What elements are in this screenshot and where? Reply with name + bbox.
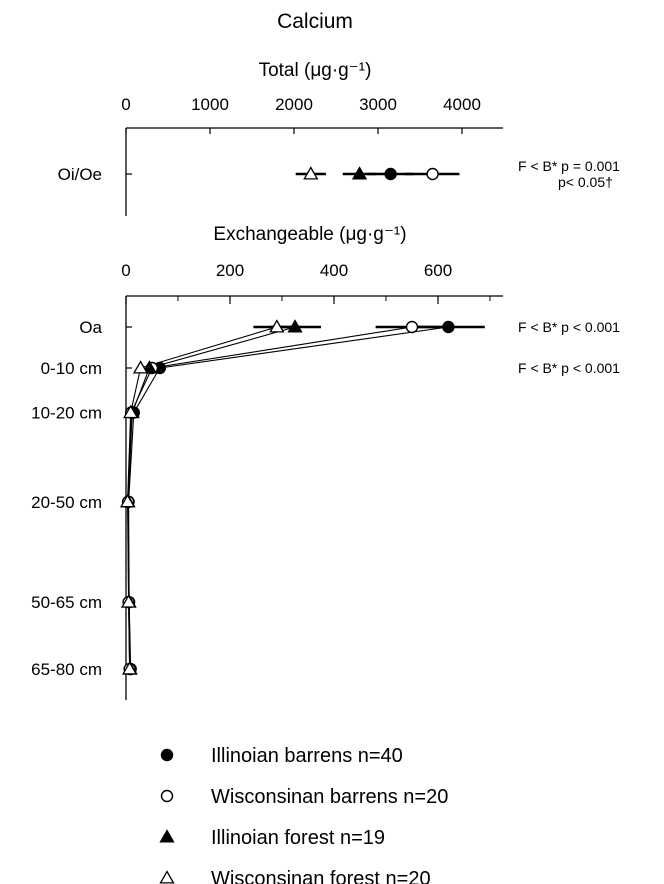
top-x-tick-label: 4000: [443, 95, 481, 114]
chart-title: Calcium: [277, 10, 353, 33]
legend-marker-illinoian-barrens: [160, 748, 174, 762]
bottom-x-tick-label: 200: [216, 261, 244, 280]
legend: Illinoian barrens n=40 Wisconsinan barren…: [159, 745, 448, 884]
top-point-illinoian-forest: [351, 166, 368, 180]
top-point-wisconsinan-barrens: [426, 167, 439, 181]
bottom-annotation: F < B* p < 0.001: [518, 360, 620, 376]
bottom-point-wisconsinan-forest: [269, 319, 285, 333]
bottom-y-tick-label: 20-50 cm: [31, 493, 102, 512]
bottom-point-wisconsinan-barrens: [405, 320, 419, 334]
legend-label: Wisconsinan barrens n=20: [211, 786, 448, 808]
legend-label: Illinoian forest n=19: [211, 827, 385, 849]
legend-marker-wisconsinan-forest: [159, 870, 175, 884]
top-point-illinoian-barrens: [384, 167, 397, 181]
legend-marker-illinoian-forest: [159, 829, 175, 843]
bottom-y-tick-label: Oa: [79, 318, 102, 337]
top-x-tick-label: 2000: [275, 95, 313, 114]
bottom-point-illinoian-forest: [287, 319, 303, 333]
bottom-point-wisconsinan-forest: [122, 661, 138, 675]
top-x-tick-label: 1000: [191, 95, 229, 114]
bottom-y-tick-label: 65-80 cm: [31, 660, 102, 679]
top-x-tick-label: 3000: [359, 95, 397, 114]
bottom-point-illinoian-barrens: [442, 320, 455, 334]
legend-label: Wisconsinan forest n=20: [211, 868, 431, 884]
bottom-point-wisconsinan-forest: [132, 360, 149, 374]
bottom-y-tick-label: 50-65 cm: [31, 593, 102, 612]
bottom-x-tick-label: 400: [320, 261, 348, 280]
bottom-x-tick-label: 600: [424, 261, 452, 280]
bottom-y-tick-label: 0-10 cm: [41, 359, 102, 378]
bottom-y-tick-label: 10-20 cm: [31, 404, 102, 423]
top-y-tick-label: Oi/Oe: [58, 165, 102, 184]
top-x-tick-label: 0: [121, 95, 130, 114]
total-panel: 0 1000 2000 3000 4000 Oi/Oe F < B* p = 0.001p<…: [58, 95, 620, 216]
bottom-point-wisconsinan-forest: [119, 493, 136, 508]
bottom-point-wisconsinan-forest: [120, 594, 137, 608]
bottom-line-illinoian-barrens: [128, 326, 449, 670]
bottom-line-wisconsinan-barrens: [127, 326, 413, 670]
legend-marker-wisconsinan-barrens: [160, 789, 174, 803]
bottom-x-tick-label: 0: [121, 261, 130, 280]
top-x-axis-label: Total (μg·g⁻¹): [259, 60, 372, 81]
bottom-line-illinoian-forest: [127, 326, 296, 670]
top-annotation: F < B* p = 0.001: [518, 158, 620, 174]
exchangeable-panel: 0 200 400 600 Oa 0-10 cm 10-20 cm 20-50 cm 50-65…: [31, 261, 620, 700]
bottom-point-wisconsinan-forest: [123, 404, 139, 419]
bottom-x-axis-label: Exchangeable (μg·g⁻¹): [213, 224, 406, 245]
top-point-wisconsinan-forest: [303, 166, 319, 180]
legend-label: Illinoian barrens n=40: [211, 745, 403, 767]
bottom-annotation: F < B* p < 0.001: [518, 319, 620, 335]
bottom-line-wisconsinan-forest: [127, 326, 277, 670]
top-annotation: p< 0.05†: [558, 174, 613, 190]
